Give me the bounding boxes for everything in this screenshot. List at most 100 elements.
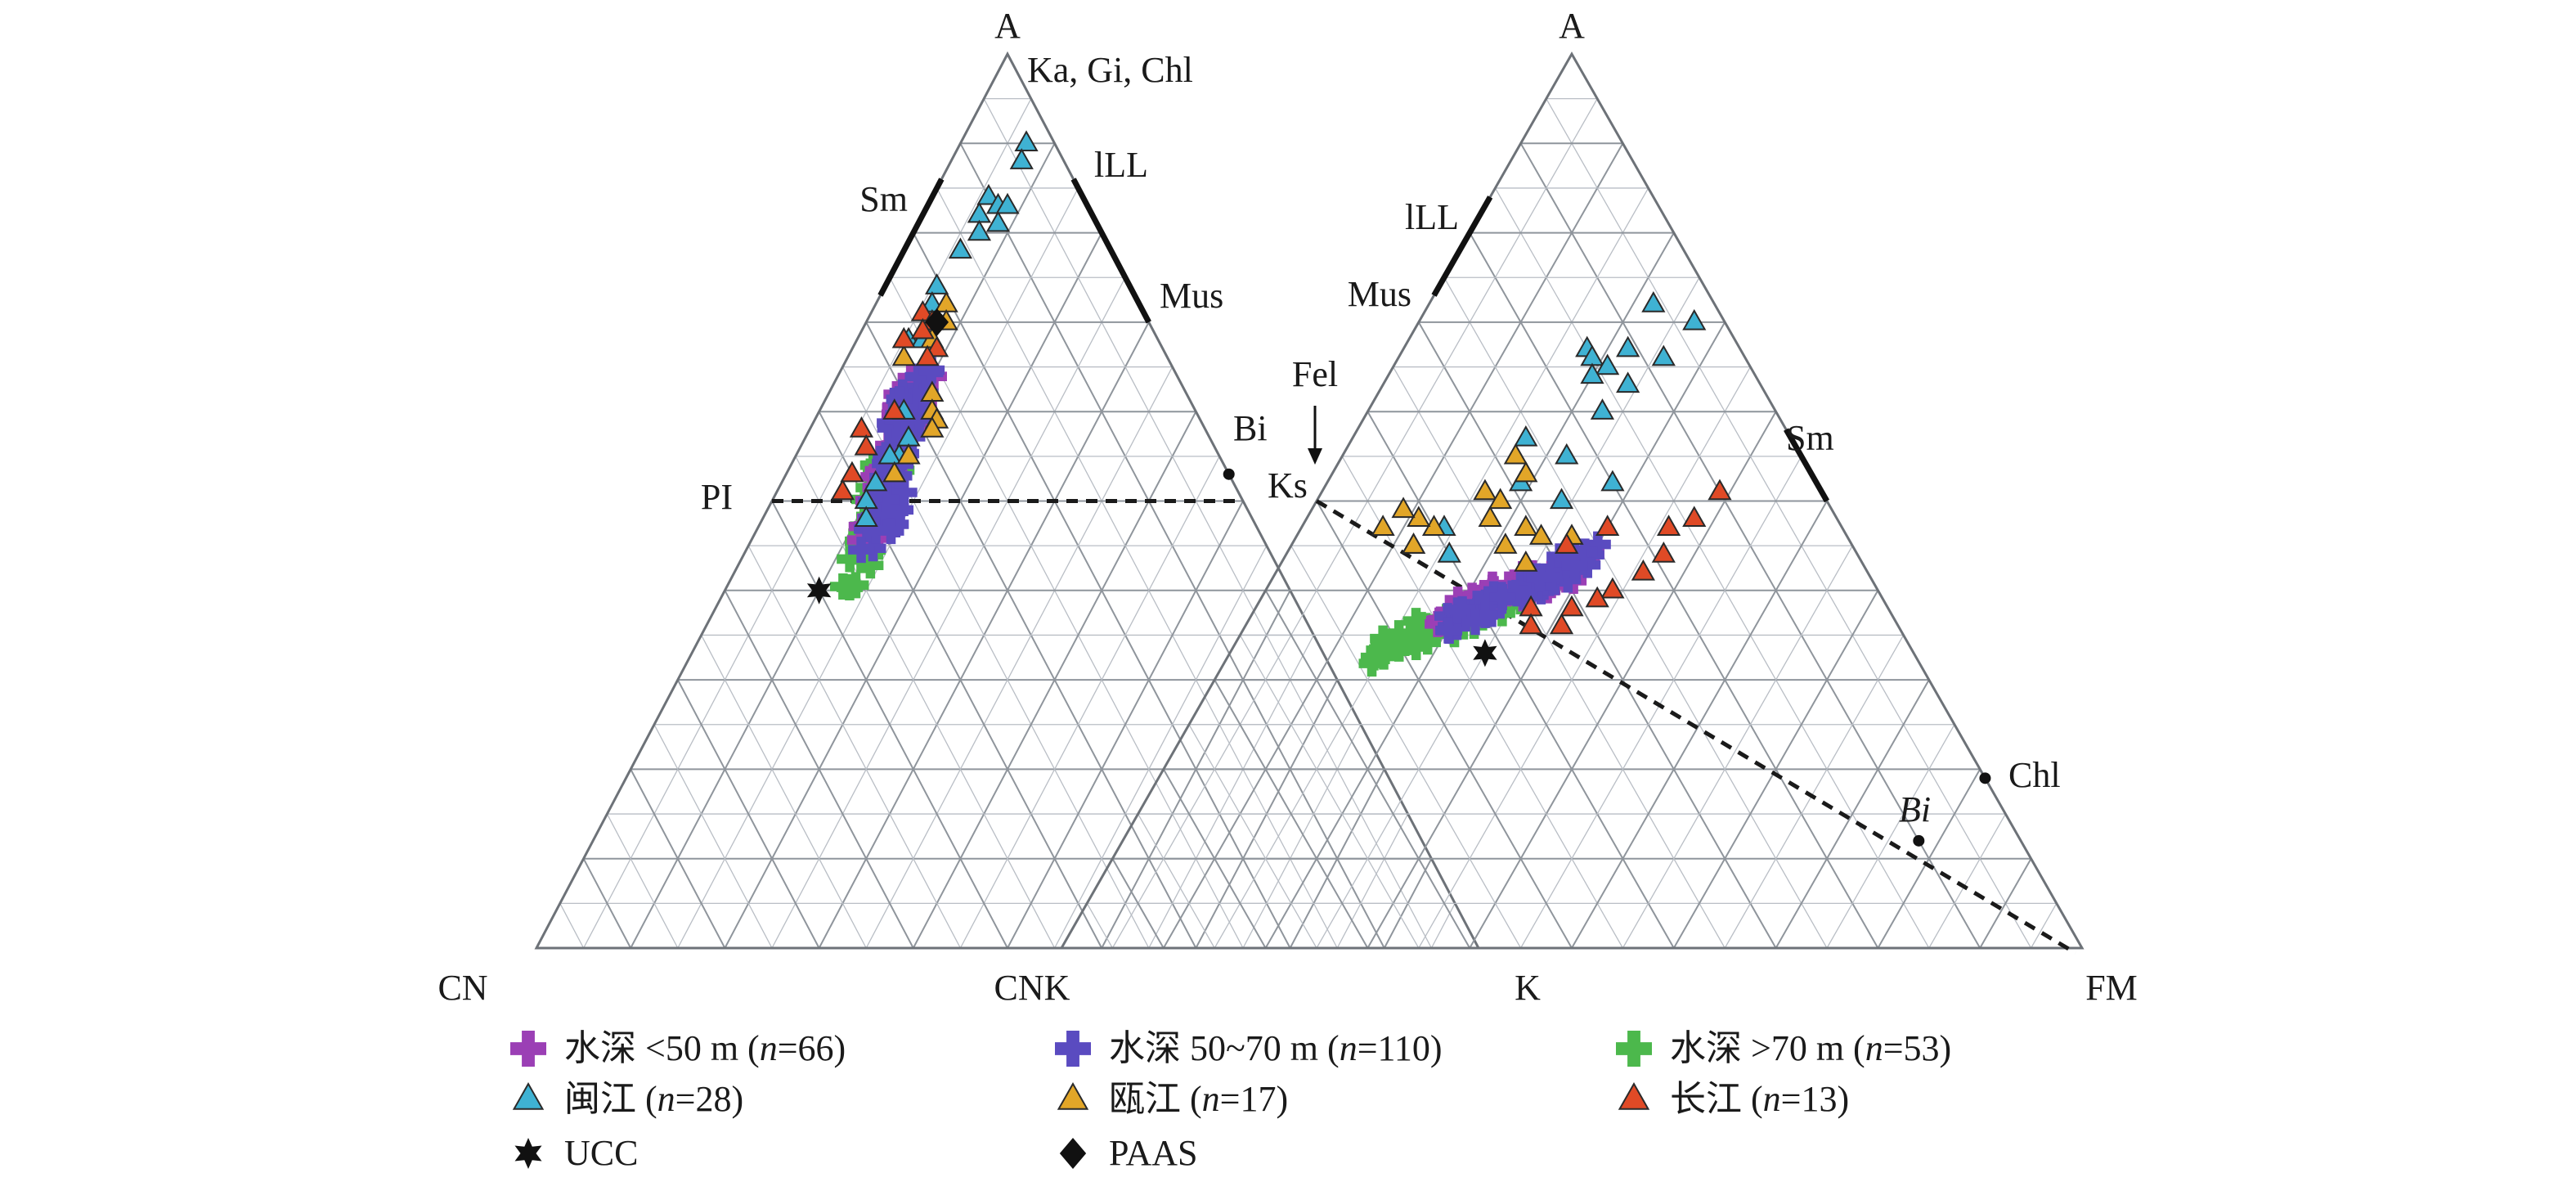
grid-line [771,501,1008,949]
grid-line [1928,813,2006,949]
data-point-mid [1526,564,1553,591]
grid-line [1242,724,1362,949]
grid-line [606,813,679,949]
legend-item-paas: PAAS [1059,1133,1197,1173]
vertex-label-cnk: CNK [994,968,1070,1008]
series-paas-diagram-1 [925,308,949,336]
lll-mus-bar-right-diagram [1431,196,1493,297]
grid-line [1546,98,2032,949]
data-point-oujiang [896,443,921,465]
data-point-mid [1474,586,1501,613]
grid-line [1571,501,1828,949]
grid-line [1418,366,1751,949]
chl-point [1979,772,1991,784]
data-point-deep [1413,625,1440,652]
ternary-grids [534,51,2085,950]
vertex-label-fm: FM [2085,968,2138,1008]
legend-label-mid: 水深 50~70 m (n=110) [1109,1028,1443,1068]
data-point-mid [900,389,927,416]
grid-line [1877,768,1981,949]
grid-line [1494,187,1930,949]
data-point-mid [1561,553,1588,580]
data-point-mid [848,537,875,564]
data-point-deep [1385,635,1412,662]
data-point-changjiang [1656,515,1681,536]
grid-line [1393,366,1726,949]
legend-label-minjiang: 闽江 (n=28) [564,1079,743,1119]
data-point-mid [876,455,903,482]
vertex-label-k: K [1515,968,1541,1008]
data-point-changjiang [1519,613,1543,635]
data-point-changjiang [1651,542,1676,563]
grid-line [747,545,961,949]
data-point-changjiang [882,398,907,420]
grid-line [1188,724,1317,949]
data-point-mid [1461,609,1488,636]
data-point-changjiang [1631,559,1655,581]
data-point-mid [870,501,897,528]
data-point-minjiang [1014,130,1039,151]
grid-line [1430,903,1456,949]
legend-item-shallow: 水深 <50 m (n=66) [510,1028,846,1068]
vertex-label-a-right: A [1559,6,1585,46]
data-point-oujiang [1514,550,1538,572]
data-point-changjiang [1549,613,1574,635]
grid-line [889,276,1244,949]
legend-item-mid: 水深 50~70 m (n=110) [1055,1028,1443,1068]
legend-marker-mid [1055,1031,1091,1067]
legend-label-changjiang: 长江 (n=13) [1670,1079,1849,1119]
grid-line [1007,501,1244,949]
data-point-deep [836,574,863,601]
data-point-changjiang [840,461,864,483]
data-point-oujiang [1514,461,1538,483]
mineral-label-lll-right: lLL [1405,197,1459,237]
data-point-mid [891,479,918,506]
data-point-changjiang [854,434,878,456]
grid-line [1264,590,1471,949]
data-point-minjiang [967,219,992,241]
grid-line [1775,679,1930,949]
data-point-mid [1504,580,1531,607]
data-point-changjiang [910,317,935,339]
legend-label-ucc: UCC [564,1133,638,1173]
data-point-deep [1399,622,1426,649]
mineral-label-bi-left: Bi [1233,408,1268,448]
bi-point-right-diagram [1913,834,1925,847]
grid-line [724,590,914,949]
data-point-mid [1435,617,1462,644]
grid-line [1622,545,1853,949]
data-point-mid [882,511,909,538]
grid-line [559,903,585,949]
data-point-minjiang [1555,443,1579,465]
grid-line [1138,813,1215,949]
data-point-minjiang [854,506,878,528]
ks-fm-join-line [1315,499,2077,955]
legend-item-ucc: UCC [514,1133,638,1173]
data-point-oujiang [1391,497,1416,519]
legend-marker-paas [1059,1138,1087,1169]
data-point-minjiang [1590,398,1615,420]
series-ucc-diagram-1 [806,576,832,604]
data-point-oujiang [1514,515,1538,536]
legend-label-oujiang: 瓯江 (n=17) [1109,1079,1288,1119]
data-point-minjiang [1514,425,1538,447]
legend-label-paas: PAAS [1109,1133,1197,1173]
sm-bar-right-diagram [1784,428,1830,503]
legend-marker-ucc [514,1138,542,1169]
grid-line [1520,456,1802,949]
data-point-oujiang [920,416,945,438]
mineral-label-lll-left: lLL [1094,145,1148,185]
bi-point-left-diagram [1223,468,1235,480]
grid-line [1162,768,1267,949]
data-point-mid [1489,584,1516,611]
grid-line [1290,545,1522,949]
data-point-minjiang [1009,148,1034,169]
data-point-changjiang [830,479,855,501]
mineral-label-mus-left: Mus [1160,276,1223,316]
data-point-ucc [806,576,832,604]
data-point-changjiang [915,344,940,366]
data-point-mid [877,415,904,442]
mineral-label-chl: Chl [2008,755,2061,795]
legend-item-changjiang: 长江 (n=13) [1618,1079,1849,1119]
data-point-oujiang [1473,479,1497,501]
